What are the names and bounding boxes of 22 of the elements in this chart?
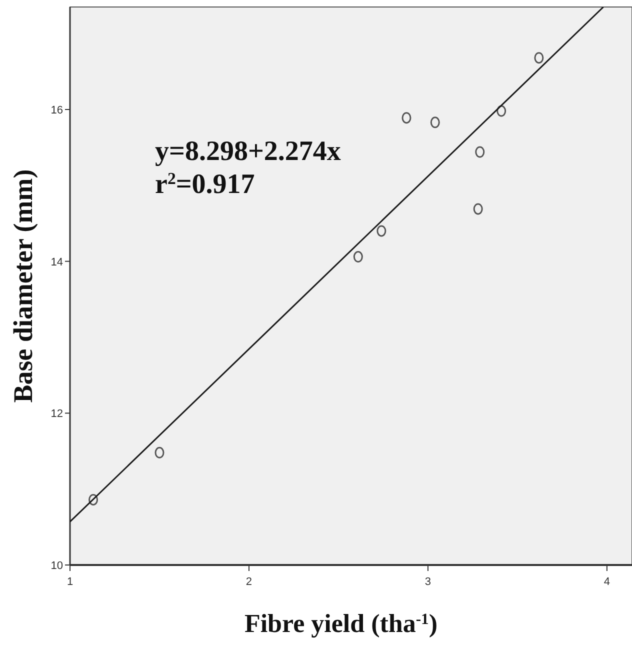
point (430, 116, 440, 128)
point (534, 52, 544, 64)
point (473, 203, 483, 215)
point (353, 251, 363, 263)
x-tick-label: 1 (66, 576, 74, 588)
y-axis-title: Base diameter (mm) (8, 169, 38, 403)
y-tick-label: 16 (50, 104, 63, 116)
point (376, 225, 386, 237)
point (88, 494, 98, 506)
y-tick-label: 14 (50, 256, 63, 268)
x-tick-label: 4 (604, 576, 610, 588)
annotation: y=8.298+2.274x (155, 136, 341, 167)
x-axis-title: Fibre yield (tha$^{-1}$) (244, 609, 438, 638)
point (496, 105, 506, 117)
y-tick-label: 10 (50, 560, 63, 572)
x-tick-label: 3 (424, 576, 432, 588)
point (475, 146, 485, 158)
point (402, 112, 412, 124)
annotation: r$^{2}$=0.917 (155, 168, 255, 200)
point (154, 446, 164, 458)
y-tick-label: 12 (50, 408, 63, 420)
x-tick-label: 2 (246, 576, 252, 588)
